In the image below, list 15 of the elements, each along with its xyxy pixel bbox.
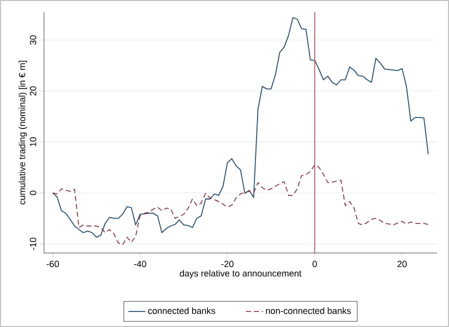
- y-tick-label: 20: [30, 86, 36, 96]
- y-tick-label: -10: [30, 238, 36, 250]
- y-tick-label: 30: [30, 35, 36, 45]
- x-tick-label: -40: [134, 260, 146, 268]
- legend-label: non-connected banks: [266, 307, 351, 314]
- x-tick-label: 0: [312, 260, 317, 268]
- x-tick-label: -20: [221, 260, 234, 268]
- y-tick-label: 0: [30, 190, 36, 196]
- legend-label: connected banks: [148, 307, 216, 314]
- x-axis-title: days relative to announcement: [180, 270, 302, 278]
- y-axis-title: cumulative trading (nominal) [in € m]: [18, 60, 28, 204]
- line-series: [52, 17, 429, 238]
- y-tick-label: 10: [30, 137, 36, 146]
- x-tick-label: -60: [46, 260, 59, 268]
- x-tick-label: 20: [398, 260, 407, 268]
